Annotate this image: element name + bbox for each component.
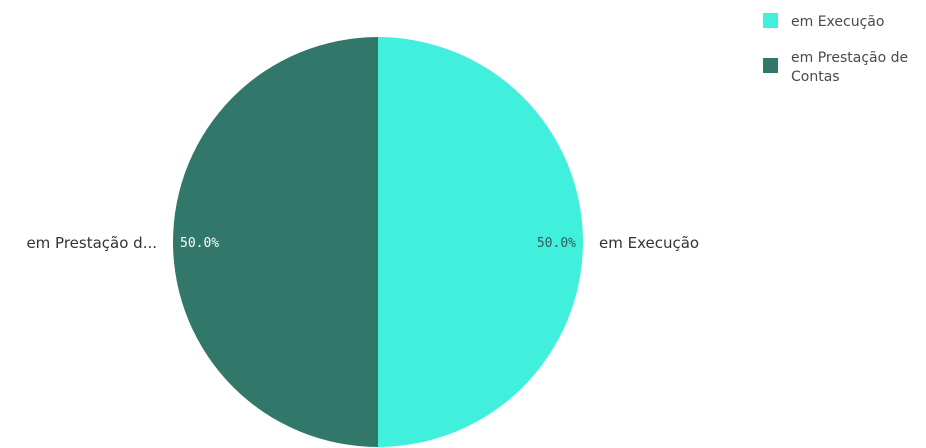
legend-swatch: [763, 58, 778, 73]
slice-category-label: em Prestação d...: [26, 234, 157, 252]
slice-category-label: em Execução: [599, 234, 699, 252]
pie-slice[interactable]: [173, 37, 378, 447]
pie-slice[interactable]: [378, 37, 583, 447]
legend-label: em Prestação de: [791, 50, 908, 66]
legend-item[interactable]: em Execução: [763, 13, 884, 30]
pie-slices: [173, 37, 583, 447]
slice-percent-label: 50.0%: [180, 236, 219, 251]
slice-percent-label: 50.0%: [537, 236, 576, 251]
legend: em Execução em Prestação de Contas: [763, 13, 908, 85]
legend-item[interactable]: em Prestação de Contas: [763, 50, 908, 85]
legend-swatch: [763, 13, 778, 28]
legend-label: Contas: [791, 69, 840, 85]
pie-labels: 50.0% em Execução 50.0% em Prestação d...: [26, 234, 699, 252]
legend-label: em Execução: [791, 14, 884, 30]
